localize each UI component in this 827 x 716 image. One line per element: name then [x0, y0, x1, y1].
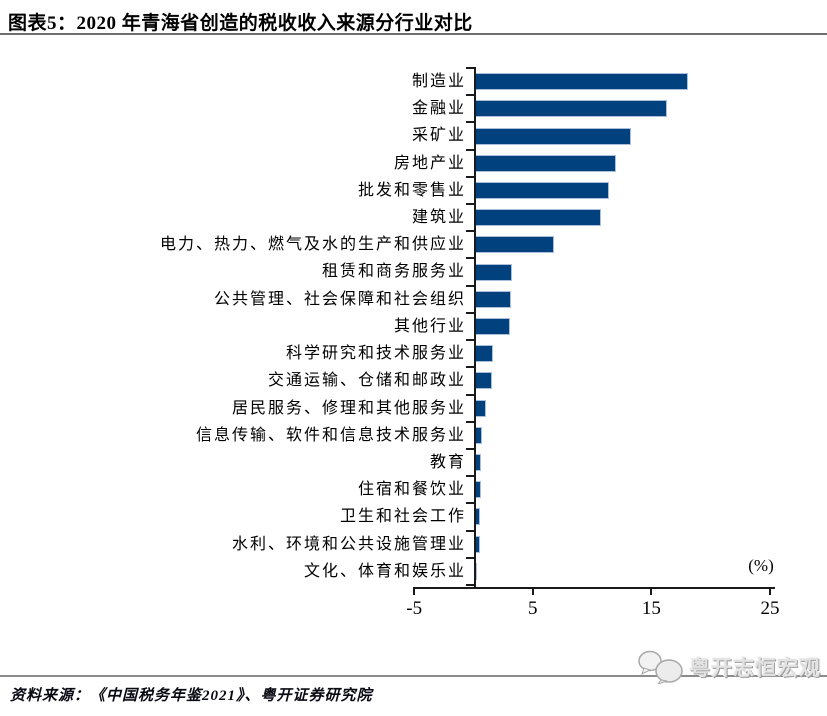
y-axis-tick	[465, 420, 474, 423]
brand-logo-text: 粤开志恒宏观	[689, 656, 821, 680]
category-label: 卫生和社会工作	[339, 508, 466, 526]
y-axis-line	[473, 67, 476, 587]
y-axis-tick	[465, 556, 474, 559]
y-axis-tick	[465, 148, 474, 151]
x-axis-tick	[531, 587, 534, 595]
y-axis-tick	[465, 203, 474, 206]
y-axis-tick	[465, 475, 474, 478]
x-tick-label: -5	[406, 598, 423, 619]
chat-bubbles-icon	[638, 650, 683, 684]
bar	[474, 73, 688, 91]
category-label: 批发和零售业	[357, 181, 466, 199]
bar	[474, 263, 513, 281]
category-label: 信息传输、软件和信息技术服务业	[195, 426, 466, 444]
bar-chart: (%) 制造业金融业采矿业房地产业批发和零售业建筑业电力、热力、燃气及水的生产和…	[0, 40, 827, 640]
bar	[474, 345, 494, 363]
bar	[474, 318, 510, 335]
x-axis-tick	[413, 587, 416, 595]
bar	[474, 290, 511, 308]
y-axis-tick	[465, 447, 474, 450]
bar	[474, 372, 492, 390]
bar	[474, 481, 482, 499]
category-label: 房地产业	[393, 154, 466, 172]
footer-divider	[0, 675, 827, 677]
y-axis-tick	[465, 121, 474, 124]
source-note: 资料来源：《中国税务年鉴2021》、粤开证券研究院	[10, 688, 373, 704]
bar	[474, 236, 554, 254]
x-axis-line	[413, 587, 775, 589]
bar	[474, 154, 617, 172]
unit-label: (%)	[748, 556, 774, 575]
y-axis-tick	[465, 257, 474, 260]
y-axis-tick	[465, 339, 474, 342]
bar	[474, 426, 483, 444]
category-label: 水利、环境和公共设施管理业	[231, 535, 466, 553]
x-tick-label: 25	[760, 598, 780, 619]
bar	[474, 127, 631, 145]
category-label: 居民服务、修理和其他服务业	[231, 399, 466, 417]
category-label: 金融业	[411, 100, 466, 118]
bar	[474, 100, 668, 118]
y-axis-tick	[465, 230, 474, 233]
y-axis-tick	[465, 584, 474, 586]
y-axis-tick	[465, 529, 474, 532]
category-label: 住宿和餐饮业	[357, 481, 466, 499]
y-axis-tick	[465, 393, 474, 396]
x-tick-label: 5	[528, 598, 538, 619]
x-tick-label: 15	[641, 598, 661, 619]
category-label: 电力、热力、燃气及水的生产和供应业	[159, 236, 466, 254]
bar	[474, 209, 602, 227]
y-axis-tick	[465, 94, 474, 97]
category-label: 公共管理、社会保障和社会组织	[213, 290, 466, 308]
y-axis-tick	[465, 311, 474, 314]
bar	[474, 454, 482, 472]
y-axis-tick	[465, 284, 474, 287]
category-label: 文化、体育和娱乐业	[303, 562, 466, 580]
category-label: 租赁和商务服务业	[321, 263, 466, 281]
y-axis-tick	[465, 502, 474, 505]
category-label: 科学研究和技术服务业	[285, 345, 466, 363]
category-label: 制造业	[411, 73, 466, 90]
bar	[474, 399, 486, 417]
title-divider	[0, 33, 827, 35]
y-axis-tick	[465, 67, 474, 69]
category-label: 采矿业	[411, 127, 466, 145]
bar	[474, 181, 610, 199]
x-axis-tick	[769, 587, 772, 595]
category-label: 建筑业	[411, 209, 466, 227]
y-axis-tick	[465, 366, 474, 369]
x-axis-tick	[650, 587, 653, 595]
category-label: 交通运输、仓储和邮政业	[267, 372, 466, 390]
figure-title: 图表5：2020 年青海省创造的税收收入来源分行业对比	[8, 13, 473, 34]
y-axis-tick	[465, 175, 474, 178]
brand-logo: 粤开志恒宏观	[637, 650, 821, 684]
category-label: 其他行业	[393, 317, 466, 335]
category-label: 教育	[429, 453, 466, 471]
